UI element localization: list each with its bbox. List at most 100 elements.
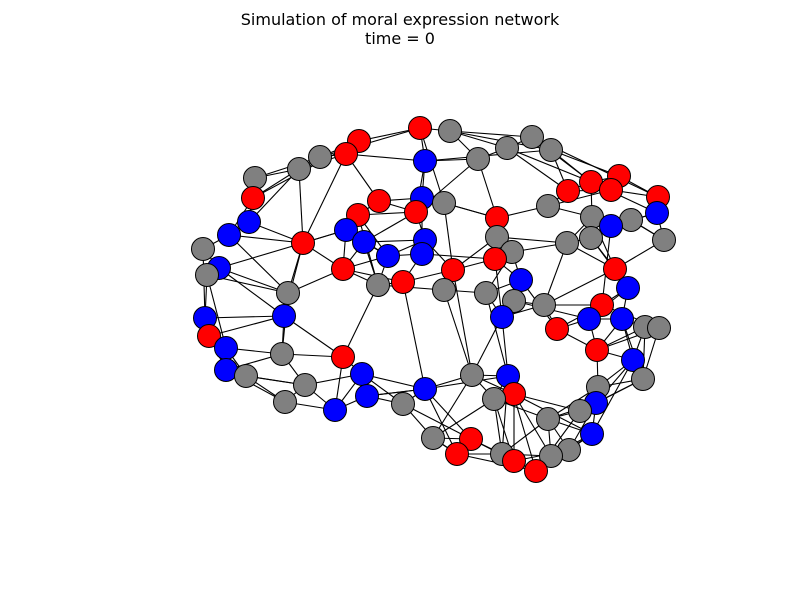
node-blue-91: [580, 422, 604, 446]
node-blue-6: [413, 149, 437, 173]
node-gray-90: [536, 407, 560, 431]
edge-1-9: [449, 130, 533, 138]
node-gray-74: [234, 364, 258, 388]
node-gray-66: [647, 316, 671, 340]
node-blue-60: [272, 304, 296, 328]
node-gray-24: [536, 194, 560, 218]
edge-3-6: [345, 153, 426, 162]
node-blue-62: [577, 307, 601, 331]
edge-42-43: [421, 253, 496, 260]
node-blue-83: [355, 384, 379, 408]
node-red-48: [603, 257, 627, 281]
node-red-93: [459, 427, 483, 451]
node-gray-57: [532, 293, 556, 317]
node-red-70: [331, 345, 355, 369]
node-gray-54: [276, 281, 300, 305]
node-red-47: [441, 258, 465, 282]
edge-52-76: [443, 289, 473, 376]
edge-76-92: [432, 374, 473, 439]
node-red-99: [524, 459, 548, 483]
node-gray-97: [539, 444, 563, 468]
edge-44-60: [218, 267, 285, 317]
edge-50-70: [342, 284, 379, 358]
node-gray-39: [191, 237, 215, 261]
node-blue-32: [352, 230, 376, 254]
edge-86-93: [402, 403, 472, 440]
node-gray-76: [460, 363, 484, 387]
node-red-82: [502, 382, 526, 406]
node-gray-26: [619, 208, 643, 232]
node-blue-55: [616, 276, 640, 300]
node-gray-85: [273, 390, 297, 414]
node-red-15: [556, 179, 580, 203]
node-gray-11: [243, 166, 267, 190]
node-red-43: [483, 247, 507, 271]
node-gray-86: [391, 392, 415, 416]
node-gray-84: [482, 387, 506, 411]
edge-40-29: [228, 234, 304, 244]
edge-84-92: [432, 398, 495, 439]
node-gray-56: [502, 289, 526, 313]
node-blue-49: [509, 268, 533, 292]
node-gray-4: [308, 145, 332, 169]
node-red-71: [585, 338, 609, 362]
node-gray-45: [195, 263, 219, 287]
node-gray-7: [466, 147, 490, 171]
edge-40-44: [218, 242, 304, 269]
node-gray-50: [366, 273, 390, 297]
node-red-12: [241, 186, 265, 210]
node-red-20: [367, 189, 391, 213]
node-red-46: [331, 257, 355, 281]
node-gray-80: [631, 367, 655, 391]
node-blue-42: [410, 242, 434, 266]
node-gray-10: [539, 138, 563, 162]
chart-subtitle: time = 0: [365, 29, 435, 48]
node-gray-36: [555, 231, 579, 255]
edge-10-13: [550, 149, 620, 177]
node-blue-88: [323, 398, 347, 422]
node-gray-1: [438, 119, 462, 143]
edge-29-54: [228, 234, 289, 294]
edge-79-95: [424, 388, 458, 455]
node-blue-73: [214, 358, 238, 382]
node-gray-89: [568, 399, 592, 423]
node-gray-21: [432, 191, 456, 215]
edge-3-40: [302, 153, 347, 244]
node-blue-31: [334, 218, 358, 242]
node-blue-75: [350, 362, 374, 386]
node-blue-63: [610, 307, 634, 331]
node-gray-5: [287, 157, 311, 181]
node-gray-92: [421, 426, 445, 450]
edge-45-68: [206, 274, 227, 349]
edge-72-91: [591, 359, 634, 435]
node-layer: [191, 116, 676, 483]
node-blue-79: [413, 377, 437, 401]
edge-82-97: [513, 393, 552, 457]
node-red-51: [391, 270, 415, 294]
node-blue-27: [599, 214, 623, 238]
node-gray-8: [495, 136, 519, 160]
node-blue-29: [217, 223, 241, 247]
node-red-64: [545, 317, 569, 341]
node-red-16: [599, 178, 623, 202]
node-gray-78: [293, 373, 317, 397]
node-red-40: [291, 231, 315, 255]
node-gray-9: [520, 125, 544, 149]
edge-5-40: [298, 168, 304, 244]
edge-8-15: [506, 147, 569, 192]
edge-54-44: [218, 267, 289, 294]
node-red-22: [404, 200, 428, 224]
chart-title-block: Simulation of moral expression network t…: [0, 10, 800, 48]
chart-title: Simulation of moral expression network: [240, 10, 560, 29]
edge-5-28: [248, 168, 300, 223]
node-red-98: [502, 449, 526, 473]
node-red-3: [334, 142, 358, 166]
node-blue-18: [645, 201, 669, 225]
node-blue-72: [621, 348, 645, 372]
node-gray-37: [579, 226, 603, 250]
node-gray-38: [652, 228, 676, 252]
node-blue-28: [237, 210, 261, 234]
node-red-0: [408, 116, 432, 140]
node-blue-68: [214, 336, 238, 360]
